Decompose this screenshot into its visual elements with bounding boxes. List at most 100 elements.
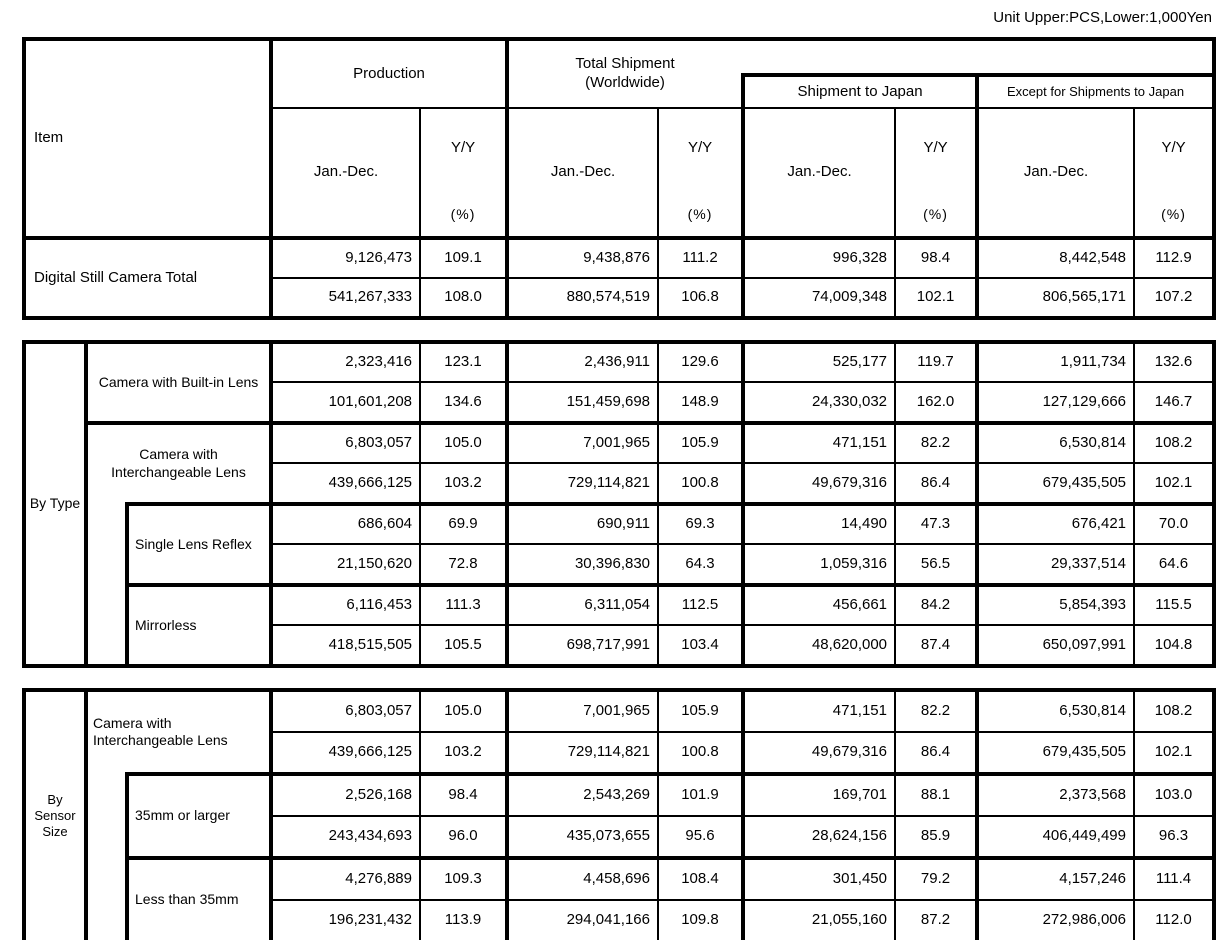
value-cell: 134.6 [419,381,509,424]
value-cell: 112.5 [657,583,745,626]
value-cell: 82.2 [894,421,979,464]
shipment-japan-group-header: Shipment to Japan [741,74,979,109]
value-cell: 6,530,814 [975,421,1136,464]
value-cell: 21,150,620 [269,543,422,586]
value-cell: 301,450 [741,856,896,901]
value-cell: 729,114,821 [505,731,659,775]
value-cell: 102.1 [1133,731,1215,775]
section-label-by-sensor-size: By Sensor Size [23,689,88,940]
value-cell: 294,041,166 [505,899,659,940]
value-cell: 4,458,696 [505,856,659,901]
value-cell: 7,001,965 [505,689,659,733]
value-cell: 8,442,548 [975,236,1136,279]
value-cell: 105.5 [419,624,509,667]
section-label-by-type: By Type [23,341,88,667]
value-cell: 28,624,156 [741,815,896,859]
value-cell: 698,717,991 [505,624,660,667]
japan-period-header: Jan.-Dec. [741,107,897,239]
hierarchy-indent-cell [85,504,129,667]
value-cell: 96.3 [1133,815,1215,859]
shipment-period-header: Jan.-Dec. [505,107,660,239]
value-cell: 2,373,568 [975,772,1135,817]
value-cell: 69.3 [657,502,745,545]
value-cell: 100.8 [657,462,745,505]
value-cell: 103.4 [657,624,745,667]
value-cell: 69.9 [419,502,509,545]
by-type-table: By Type Camera with Built-in Lens 2,323,… [22,340,1217,668]
table-gap [22,320,1212,340]
value-cell: 690,911 [505,502,660,545]
except-yy-header: Y/Y (%) [1133,107,1216,239]
value-cell: 108.2 [1133,421,1216,464]
value-cell: 272,986,006 [975,899,1135,940]
value-cell: 525,177 [741,341,897,383]
value-cell: 2,323,416 [269,341,422,383]
value-cell: 103.0 [1133,772,1215,817]
item-column-header: Item [22,38,273,239]
value-cell: 6,803,057 [269,689,421,733]
row-label-less-than-35mm: Less than 35mm [125,856,272,940]
value-cell: 49,679,316 [741,731,896,775]
production-period-header: Jan.-Dec. [269,107,422,239]
value-cell: 471,151 [741,421,897,464]
value-cell: 112.9 [1133,236,1216,279]
value-cell: 70.0 [1133,502,1216,545]
value-cell: 105.0 [419,421,509,464]
value-cell: 101,601,208 [269,381,422,424]
value-cell: 996,328 [741,236,897,279]
value-cell: 106.8 [657,277,745,319]
total-shipment-line2: (Worldwide) [585,74,665,91]
yy-label: Y/Y [687,139,713,156]
value-cell: 119.7 [894,341,979,383]
percent-label: (%) [450,205,476,222]
value-cell: 162.0 [894,381,979,424]
value-cell: 6,530,814 [975,689,1135,733]
value-cell: 109.8 [657,899,744,940]
value-cell: 439,666,125 [269,462,422,505]
row-label-35mm-or-larger: 35mm or larger [125,772,272,859]
value-cell: 98.4 [894,236,979,279]
unit-note: Unit Upper:PCS,Lower:1,000Yen [993,9,1212,26]
value-cell: 151,459,698 [505,381,660,424]
production-yy-header: Y/Y (%) [419,107,509,239]
shipment-yy-header: Y/Y (%) [657,107,745,239]
value-cell: 7,001,965 [505,421,660,464]
value-cell: 541,267,333 [269,277,422,319]
value-cell: 6,311,054 [505,583,660,626]
value-cell: 2,543,269 [505,772,659,817]
value-cell: 111.2 [657,236,745,279]
value-cell: 111.4 [1133,856,1215,901]
value-cell: 679,435,505 [975,731,1135,775]
value-cell: 108.2 [1133,689,1215,733]
value-cell: 103.2 [419,731,508,775]
value-cell: 1,059,316 [741,543,897,586]
total-shipment-group-header: Total Shipment (Worldwide) [505,38,745,109]
value-cell: 105.9 [657,421,745,464]
value-cell: 5,854,393 [975,583,1136,626]
value-cell: 129.6 [657,341,745,383]
value-cell: 104.8 [1133,624,1216,667]
value-cell: 806,565,171 [975,277,1136,319]
value-cell: 64.3 [657,543,745,586]
value-cell: 2,436,911 [505,341,660,383]
except-period-header: Jan.-Dec. [975,107,1136,239]
value-cell: 64.6 [1133,543,1216,586]
value-cell: 196,231,432 [269,899,421,940]
value-cell: 48,620,000 [741,624,897,667]
value-cell: 4,157,246 [975,856,1135,901]
value-cell: 102.1 [894,277,979,319]
value-cell: 146.7 [1133,381,1216,424]
value-cell: 112.0 [1133,899,1215,940]
value-cell: 676,421 [975,502,1136,545]
row-label-built-in-lens: Camera with Built-in Lens [84,341,273,424]
percent-label: (%) [687,205,713,222]
value-cell: 102.1 [1133,462,1216,505]
summary-table: Item Production Total Shipment (Worldwid… [22,37,1217,320]
header-spacer-cell [743,38,1216,77]
value-cell: 56.5 [894,543,979,586]
value-cell: 86.4 [894,462,979,505]
value-cell: 87.4 [894,624,979,667]
table-gap [22,668,1212,688]
by-sensor-size-table: By Sensor Size Camera with Interchangeab… [22,688,1216,940]
